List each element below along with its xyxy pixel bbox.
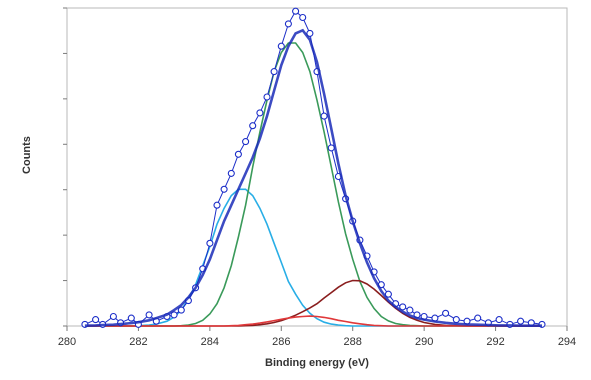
data-point <box>109 312 117 321</box>
data-point <box>92 316 100 324</box>
data-point <box>474 314 482 322</box>
x-tick-label: 284 <box>201 336 219 348</box>
x-tick-label: 290 <box>415 336 433 348</box>
data-point <box>284 20 292 28</box>
y-axis-ticks <box>63 7 67 327</box>
data-point <box>495 316 503 324</box>
data-point <box>384 290 392 298</box>
x-tick-label: 294 <box>558 336 576 348</box>
data-point <box>145 311 153 319</box>
data-point <box>399 303 407 311</box>
x-tick-label: 286 <box>272 336 290 348</box>
x-tick-label: 280 <box>58 336 76 348</box>
fit-components <box>84 42 542 327</box>
x-axis-title: Binding energy (eV) <box>265 357 369 369</box>
x-tick-label: 292 <box>486 336 504 348</box>
data-point <box>517 317 525 325</box>
fit-envelope-layer <box>84 28 542 327</box>
data-point <box>256 109 264 117</box>
data-point <box>227 169 235 177</box>
fit-component-curve <box>84 315 542 327</box>
fit-envelope-curve <box>84 28 542 327</box>
data-point <box>263 93 271 101</box>
x-axis-ticks <box>66 326 568 331</box>
data-point <box>242 138 250 146</box>
data-point <box>320 112 328 120</box>
data-point <box>277 42 285 50</box>
data-point <box>327 144 335 152</box>
data-point <box>220 185 228 193</box>
data-point <box>452 316 460 324</box>
data-point <box>170 311 178 319</box>
data-point <box>406 306 414 314</box>
data-point <box>127 314 135 322</box>
data-point <box>249 122 257 130</box>
data-point <box>306 29 314 37</box>
data-point <box>177 306 185 314</box>
data-point <box>270 68 278 76</box>
data-point <box>442 309 450 317</box>
data-point <box>292 7 300 15</box>
x-tick-label: 288 <box>344 336 362 348</box>
data-point <box>234 150 242 158</box>
y-axis-title: Counts <box>21 136 33 174</box>
plot-area <box>66 7 568 327</box>
data-point <box>213 201 221 209</box>
x-axis-tick-labels: 280 282 284 286 288 290 292 294 <box>58 336 576 348</box>
data-point <box>299 13 307 22</box>
x-tick-label: 282 <box>129 336 147 348</box>
data-point <box>206 239 214 247</box>
